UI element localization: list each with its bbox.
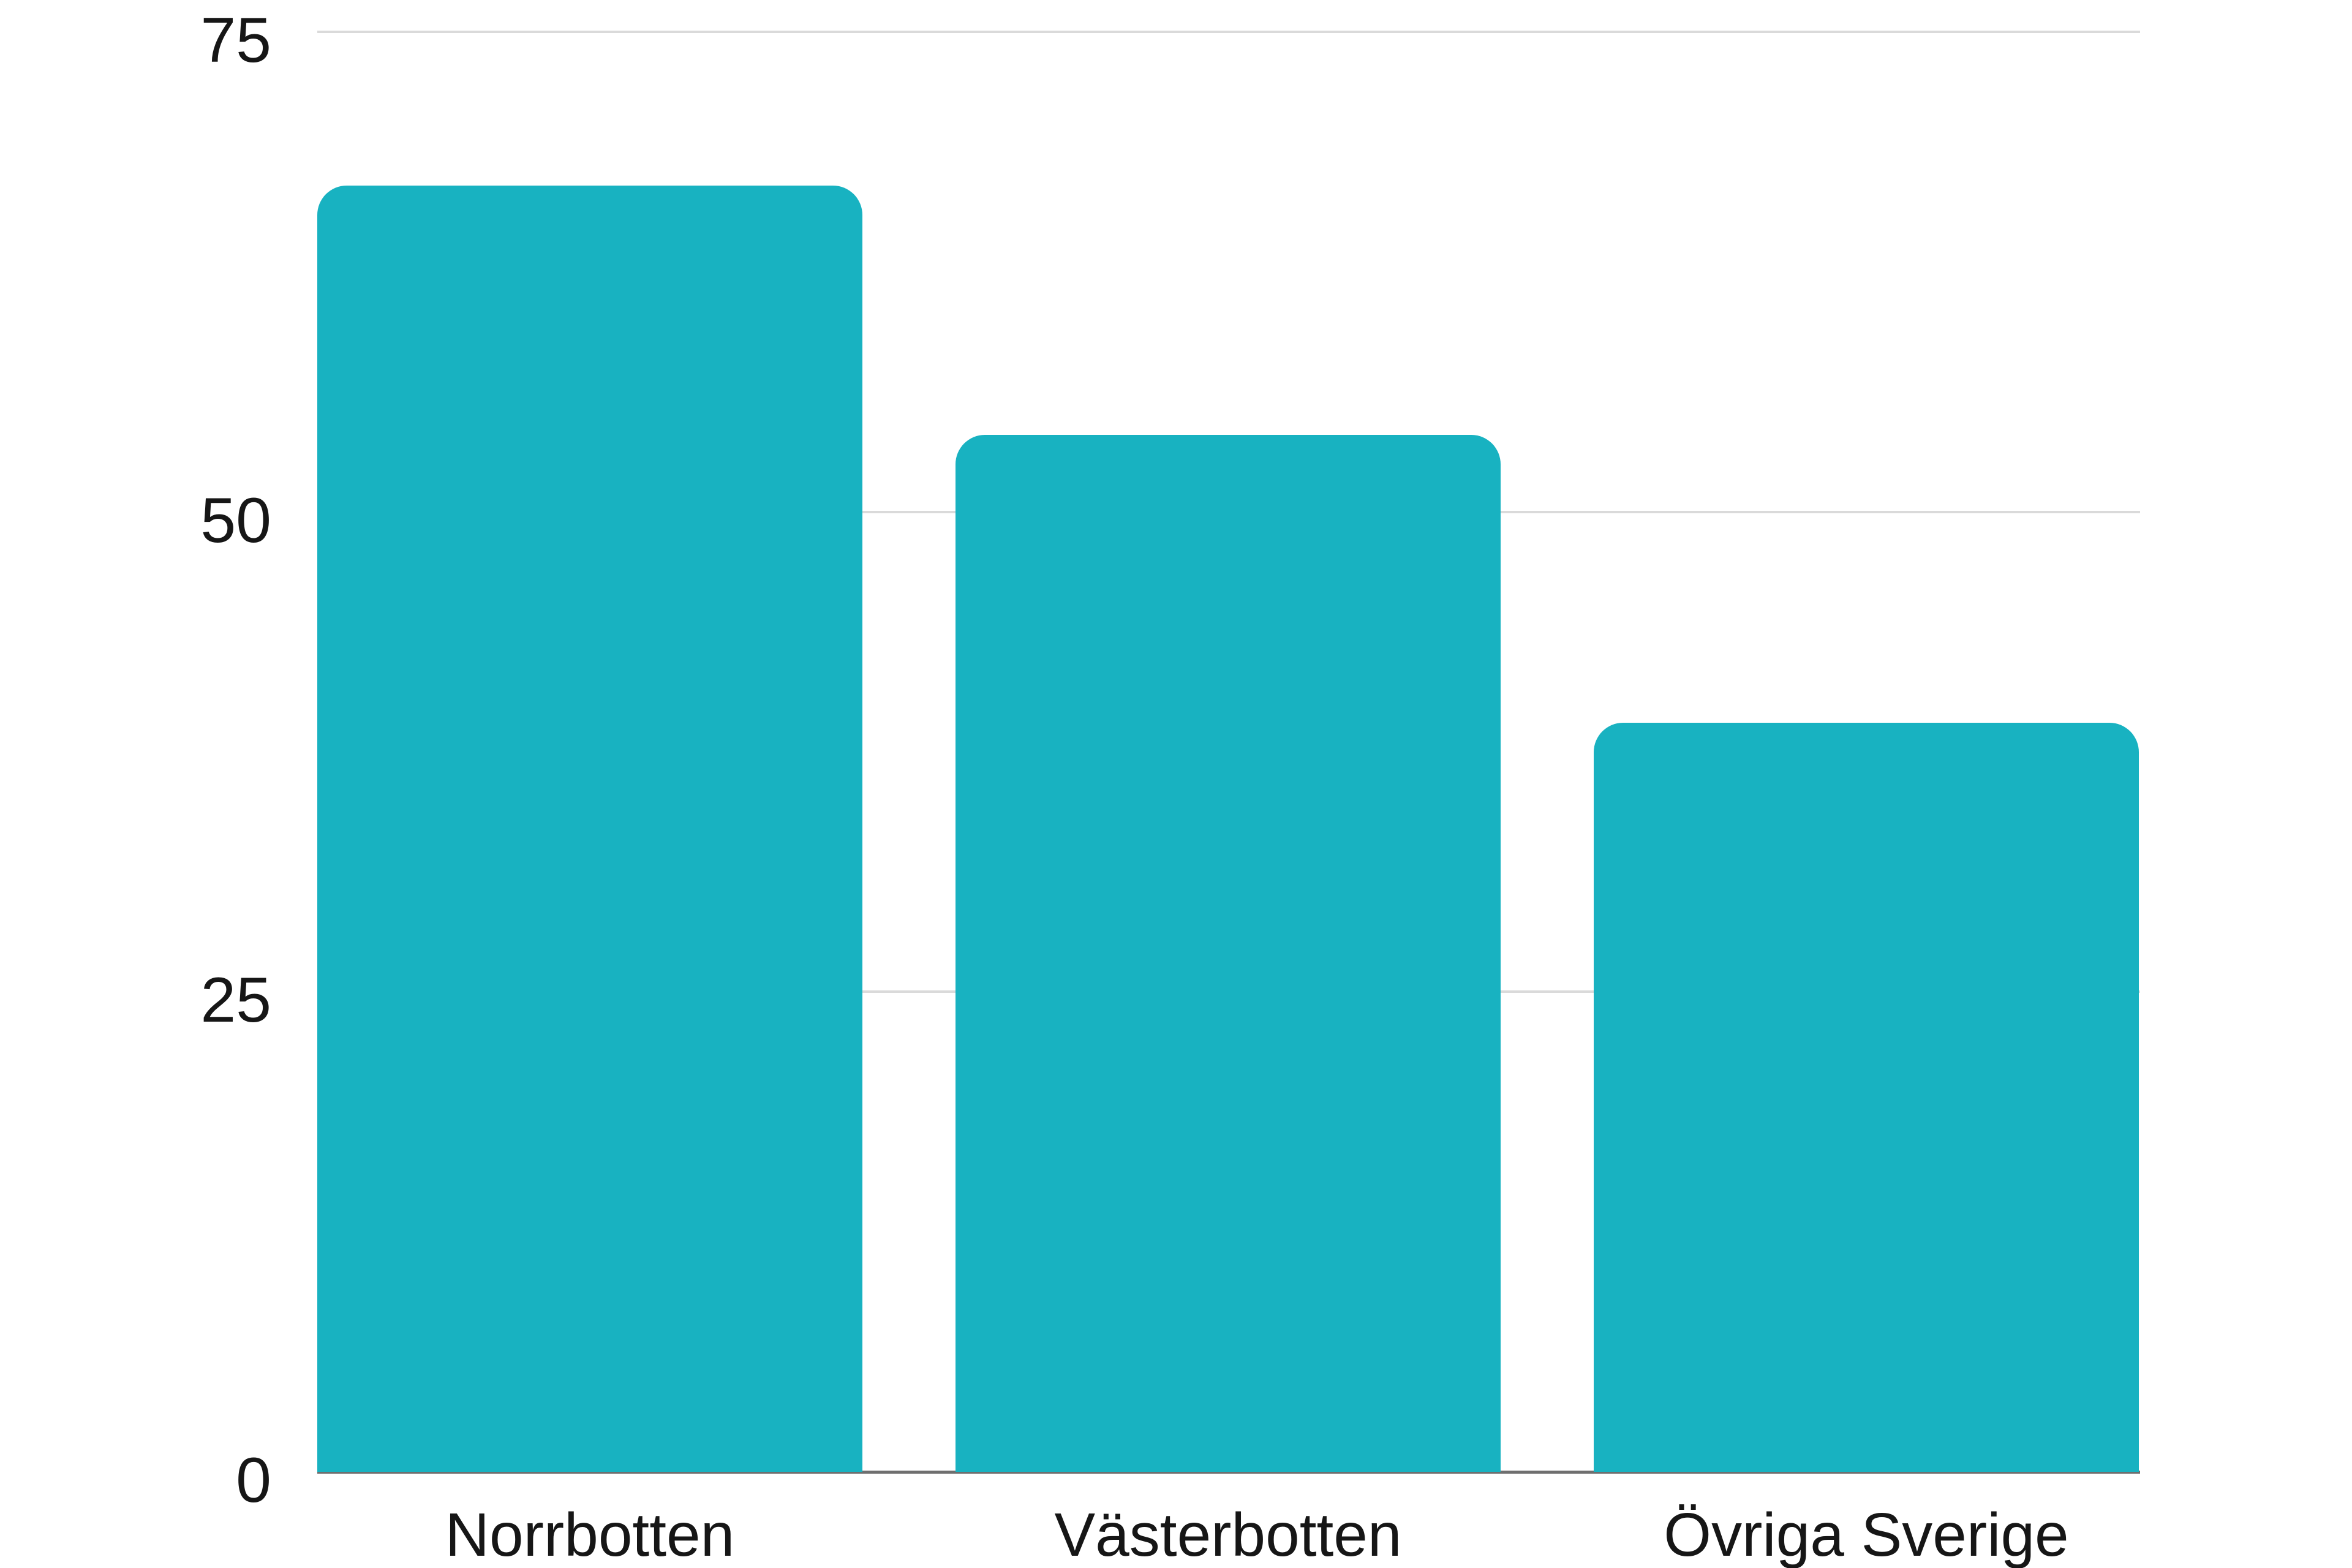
x-axis: Norrbotten Västerbotten Övriga Sverige: [317, 1502, 2140, 1568]
bar-norrbotten[interactable]: [317, 185, 862, 1472]
x-label-ovriga-sverige: Övriga Sverige: [1664, 1501, 2069, 1568]
y-tick-label-25: 25: [200, 965, 271, 1036]
x-label-vasterbotten: Västerbotten: [1054, 1501, 1402, 1568]
y-tick-label-75: 75: [200, 5, 271, 76]
gridline-75: [317, 31, 2140, 33]
y-tick-label-50: 50: [200, 484, 271, 556]
plot-area: [317, 0, 2140, 1474]
bar-vasterbotten[interactable]: [956, 435, 1501, 1472]
bar-ovriga-sverige[interactable]: [1594, 723, 2139, 1472]
x-axis-line: [317, 1471, 2140, 1474]
x-label-norrbotten: Norrbotten: [445, 1501, 735, 1568]
y-tick-label-0: 0: [236, 1445, 271, 1516]
